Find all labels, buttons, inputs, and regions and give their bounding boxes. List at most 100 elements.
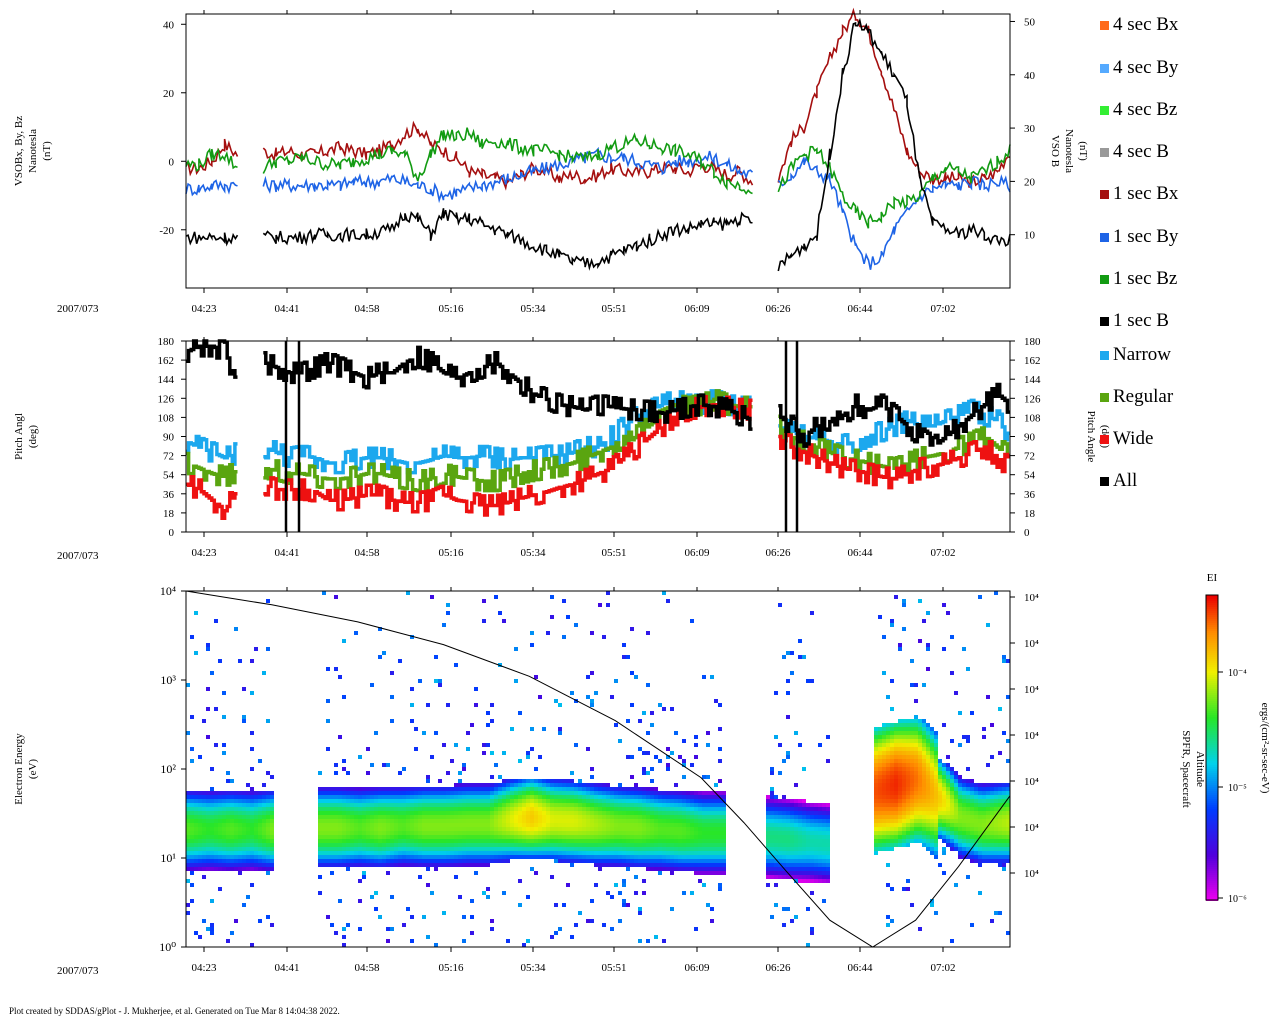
spectrogram-cell bbox=[578, 811, 582, 815]
spectrogram-cell bbox=[950, 791, 954, 795]
spectrogram-cell bbox=[770, 839, 774, 843]
spectrogram-cell bbox=[938, 863, 942, 867]
spectrogram-cell bbox=[938, 783, 942, 787]
y-tick-label-mag: 20 bbox=[163, 88, 175, 100]
spectrogram-cell bbox=[470, 819, 474, 823]
spectrogram-cell bbox=[690, 807, 694, 811]
spectrogram-cell bbox=[222, 743, 226, 747]
spectrogram-cell bbox=[198, 847, 202, 851]
spectrogram-cell bbox=[186, 847, 190, 851]
spectrogram-cell bbox=[666, 795, 670, 799]
spectrogram-cell bbox=[458, 831, 462, 835]
spectrogram-cell bbox=[190, 803, 194, 807]
spectrogram-cell bbox=[502, 787, 506, 791]
spectrogram-cell bbox=[778, 811, 782, 815]
spectrogram-cell bbox=[646, 839, 650, 843]
spectrogram-cell bbox=[794, 863, 798, 867]
spectrogram-cell bbox=[574, 807, 578, 811]
spectrogram-cell bbox=[618, 799, 622, 803]
spectrogram-cell bbox=[466, 795, 470, 799]
spectrogram-cell bbox=[506, 795, 510, 799]
spectrogram-cell bbox=[942, 763, 946, 767]
spectrogram-cell bbox=[586, 803, 590, 807]
spectrogram-cell bbox=[202, 807, 206, 811]
spectrogram-cell bbox=[986, 843, 990, 847]
spectrogram-cell bbox=[234, 847, 238, 851]
spectrogram-cell bbox=[1006, 759, 1010, 763]
spectrogram-cell bbox=[442, 831, 446, 835]
spectrogram-cell bbox=[706, 807, 710, 811]
spectrogram-cell bbox=[558, 811, 562, 815]
colorbar-strip bbox=[1206, 785, 1218, 787]
spectrogram-cell bbox=[958, 831, 962, 835]
spectrogram-cell bbox=[374, 819, 378, 823]
spectrogram-cell bbox=[890, 751, 894, 755]
spectrogram-cell bbox=[550, 807, 554, 811]
spectrogram-cell bbox=[706, 859, 710, 863]
spectrogram-cell bbox=[558, 779, 562, 783]
spectrogram-cell bbox=[398, 831, 402, 835]
spectrogram-cell bbox=[454, 743, 458, 747]
spectrogram-cell bbox=[922, 787, 926, 791]
spectrogram-cell bbox=[650, 799, 654, 803]
colorbar-strip bbox=[1206, 719, 1218, 721]
spectrogram-cell bbox=[802, 827, 806, 831]
spectrogram-cell bbox=[970, 855, 974, 859]
spectrogram-cell bbox=[614, 807, 618, 811]
spectrogram-cell bbox=[902, 779, 906, 783]
spectrogram-cell bbox=[462, 787, 466, 791]
spectrogram-cell bbox=[446, 799, 450, 803]
spectrogram-cell bbox=[626, 859, 630, 863]
colorbar-strip bbox=[1206, 809, 1218, 811]
spectrogram-cell bbox=[446, 603, 450, 607]
spectrogram-cell bbox=[938, 807, 942, 811]
colorbar-strip bbox=[1206, 759, 1218, 761]
spectrogram-cell bbox=[254, 831, 258, 835]
spectrogram-cell bbox=[250, 691, 254, 695]
colorbar-strip bbox=[1206, 765, 1218, 767]
spectrogram-cell bbox=[774, 847, 778, 851]
spectrogram-cell bbox=[962, 795, 966, 799]
spectrogram-cell bbox=[402, 831, 406, 835]
spectrogram-cell bbox=[466, 783, 470, 787]
spectrogram-cell bbox=[646, 771, 650, 775]
spectrogram-cell bbox=[642, 843, 646, 847]
spectrogram-cell bbox=[718, 847, 722, 851]
spectrogram-cell bbox=[342, 815, 346, 819]
spectrogram-cell bbox=[606, 791, 610, 795]
spectrogram-cell bbox=[562, 859, 566, 863]
spectrogram-cell bbox=[202, 827, 206, 831]
spectrogram-cell bbox=[578, 859, 582, 863]
colorbar-strip bbox=[1206, 713, 1218, 715]
spectrogram-cell bbox=[534, 843, 538, 847]
spectrogram-cell bbox=[882, 759, 886, 763]
spectrogram-cell bbox=[570, 815, 574, 819]
spectrogram-cell bbox=[910, 755, 914, 759]
spectrogram-cell bbox=[662, 859, 666, 863]
spectrogram-cell bbox=[626, 831, 630, 835]
spectrogram-cell bbox=[470, 723, 474, 727]
spectrogram-cell bbox=[770, 803, 774, 807]
spectrogram-cell bbox=[330, 835, 334, 839]
spectrogram-cell bbox=[210, 863, 214, 867]
spectrogram-cell bbox=[706, 843, 710, 847]
spectrogram-cell bbox=[218, 827, 222, 831]
spectrogram-cell bbox=[714, 831, 718, 835]
spectrogram-cell bbox=[702, 851, 706, 855]
colorbar-strip bbox=[1206, 723, 1218, 725]
spectrogram-cell bbox=[502, 835, 506, 839]
spectrogram-cell bbox=[922, 775, 926, 779]
spectrogram-cell bbox=[382, 859, 386, 863]
spectrogram-cell bbox=[342, 859, 346, 863]
spectrogram-cell bbox=[490, 823, 494, 827]
spectrogram-cell bbox=[214, 819, 218, 823]
spectrogram-cell bbox=[818, 827, 822, 831]
spectrogram-cell bbox=[890, 735, 894, 739]
spectrogram-cell bbox=[494, 815, 498, 819]
spectrogram-cell bbox=[878, 763, 882, 767]
colorbar-strip bbox=[1206, 731, 1218, 733]
spectrogram-cell bbox=[882, 671, 886, 675]
spectrogram-cell bbox=[974, 823, 978, 827]
spectrogram-cell bbox=[198, 839, 202, 843]
spectrogram-cell bbox=[490, 815, 494, 819]
